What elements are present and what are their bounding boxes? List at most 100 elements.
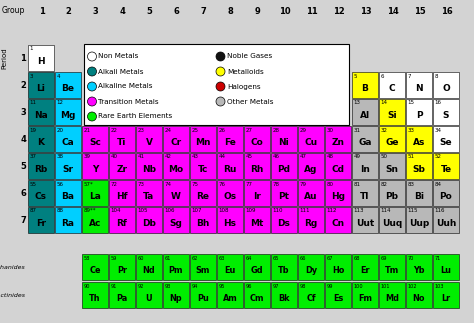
Text: Dy: Dy	[305, 266, 317, 276]
Text: Rare Earth Elements: Rare Earth Elements	[99, 113, 173, 120]
Text: 26: 26	[219, 128, 226, 132]
Text: 6: 6	[381, 74, 384, 78]
Text: 74: 74	[164, 182, 172, 186]
Text: 67: 67	[327, 256, 333, 261]
Text: Np: Np	[170, 295, 182, 303]
Circle shape	[216, 52, 225, 61]
Bar	[82, 153, 108, 179]
Text: 84: 84	[435, 182, 441, 186]
Text: 11: 11	[306, 7, 318, 16]
Text: Ga: Ga	[358, 138, 372, 147]
Text: Gd: Gd	[251, 266, 263, 276]
Text: Transition Metals: Transition Metals	[99, 99, 159, 105]
Text: 45: 45	[246, 154, 253, 160]
Text: 12: 12	[56, 100, 64, 106]
Bar	[55, 72, 81, 98]
Bar	[352, 180, 378, 206]
Text: 112: 112	[327, 209, 337, 214]
Text: 116: 116	[435, 209, 445, 214]
Text: Halogens: Halogens	[227, 84, 261, 89]
Text: Pu: Pu	[197, 295, 209, 303]
Bar	[433, 99, 459, 125]
Text: 75: 75	[191, 182, 199, 186]
Bar	[406, 99, 432, 125]
Bar	[163, 180, 189, 206]
Text: 64: 64	[246, 256, 252, 261]
Text: Se: Se	[440, 138, 452, 147]
Text: 59: 59	[110, 256, 117, 261]
Text: Cu: Cu	[304, 138, 318, 147]
Bar	[298, 207, 324, 233]
Text: 93: 93	[164, 284, 171, 289]
Bar	[271, 126, 297, 152]
Text: 16: 16	[441, 7, 452, 16]
Bar	[163, 254, 189, 280]
Text: 13: 13	[354, 100, 361, 106]
Bar	[406, 254, 432, 280]
Text: 29: 29	[300, 128, 307, 132]
Bar	[406, 282, 432, 308]
Bar	[406, 126, 432, 152]
Bar	[55, 180, 81, 206]
Text: Yb: Yb	[413, 266, 425, 276]
Text: 28: 28	[273, 128, 280, 132]
Bar	[190, 282, 216, 308]
Circle shape	[88, 52, 97, 61]
Text: In: In	[360, 165, 370, 174]
Text: 98: 98	[300, 284, 306, 289]
Text: 99: 99	[327, 284, 333, 289]
Text: Rb: Rb	[35, 165, 47, 174]
Text: 2: 2	[65, 7, 72, 16]
Bar	[82, 180, 108, 206]
Bar	[136, 126, 162, 152]
Text: Eu: Eu	[224, 266, 236, 276]
Text: U: U	[146, 295, 152, 303]
Text: 108: 108	[219, 209, 229, 214]
Text: 25: 25	[191, 128, 199, 132]
Text: Cm: Cm	[250, 295, 264, 303]
Text: 22: 22	[110, 128, 118, 132]
Text: Cf: Cf	[306, 295, 316, 303]
Text: 73: 73	[137, 182, 145, 186]
Text: 96: 96	[246, 284, 252, 289]
Bar	[28, 45, 54, 71]
Bar	[271, 282, 297, 308]
Bar	[163, 126, 189, 152]
Bar	[190, 153, 216, 179]
Text: As: As	[413, 138, 425, 147]
Text: 63: 63	[219, 256, 225, 261]
Text: Fe: Fe	[224, 138, 236, 147]
Text: Db: Db	[142, 219, 156, 228]
Text: 8: 8	[228, 7, 233, 16]
Text: Ba: Ba	[62, 192, 74, 201]
Text: 7: 7	[20, 216, 26, 225]
Bar	[352, 99, 378, 125]
Text: 5: 5	[20, 162, 26, 171]
Text: 90: 90	[83, 284, 90, 289]
Bar	[433, 153, 459, 179]
Text: Co: Co	[251, 138, 264, 147]
Text: S: S	[443, 111, 449, 120]
Bar	[109, 180, 135, 206]
Text: 52: 52	[435, 154, 441, 160]
Text: 21: 21	[83, 128, 91, 132]
Text: 33: 33	[408, 128, 414, 132]
Text: Cn: Cn	[331, 219, 345, 228]
Bar	[217, 153, 243, 179]
Text: 42: 42	[164, 154, 172, 160]
Text: Zn: Zn	[331, 138, 345, 147]
Text: 46: 46	[273, 154, 280, 160]
Text: Ir: Ir	[253, 192, 261, 201]
Bar	[244, 153, 270, 179]
Text: Uuh: Uuh	[436, 219, 456, 228]
Bar	[244, 180, 270, 206]
Text: Metalloids: Metalloids	[227, 68, 264, 75]
Text: 20: 20	[56, 128, 64, 132]
Text: **Actinides: **Actinides	[0, 293, 26, 298]
Text: 72: 72	[110, 182, 118, 186]
Bar	[325, 180, 351, 206]
Text: Bh: Bh	[196, 219, 210, 228]
Bar	[298, 126, 324, 152]
Text: Ra: Ra	[62, 219, 74, 228]
Text: Pr: Pr	[117, 266, 127, 276]
